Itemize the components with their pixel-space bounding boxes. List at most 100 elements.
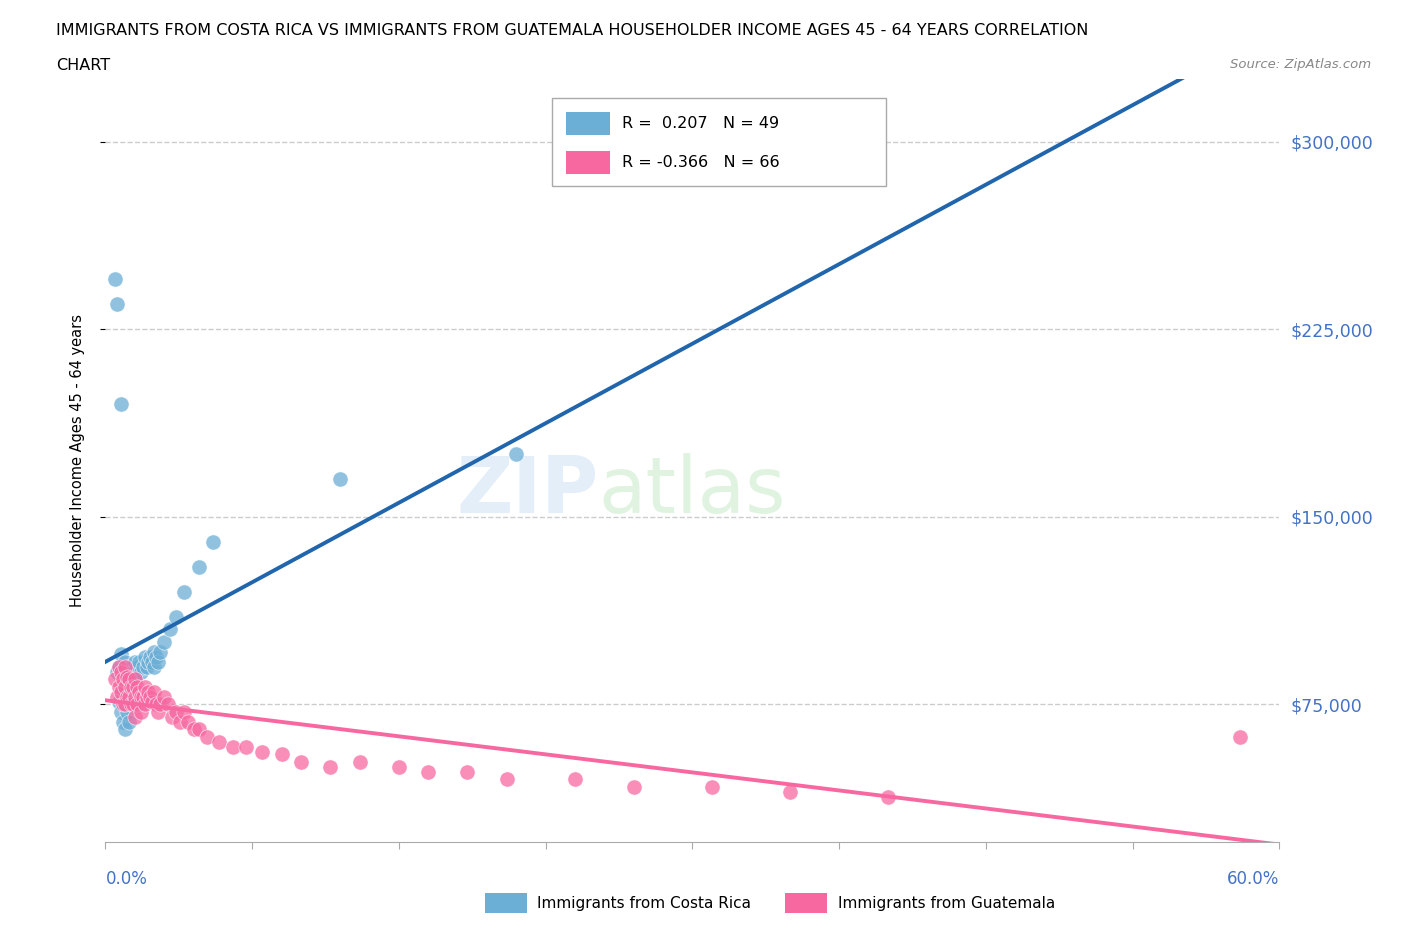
Point [138,684,160,699]
Point [221,739,243,754]
Point [114,697,136,711]
Point [105,297,128,312]
Point [700,779,723,794]
Point [623,779,645,794]
Point [143,684,166,699]
Point [250,744,273,759]
Point [134,649,156,664]
Text: ZIP: ZIP [457,453,599,529]
Point [128,684,150,699]
Text: 0.0%: 0.0% [105,870,148,887]
Point [120,697,142,711]
Point [165,609,187,624]
Point [270,747,292,762]
Point [108,679,131,694]
Point [349,754,371,769]
Point [145,697,167,711]
Point [564,772,586,787]
Text: 60.0%: 60.0% [1227,870,1279,887]
Point [108,694,131,709]
Point [118,714,141,729]
Point [114,679,136,694]
Text: Immigrants from Costa Rica: Immigrants from Costa Rica [537,896,751,910]
Point [143,644,166,659]
Point [121,679,143,694]
Point [121,697,143,711]
Point [108,659,131,674]
Point [104,671,127,686]
Point [173,704,195,719]
Point [108,659,131,674]
Point [202,534,225,549]
Point [124,710,146,724]
Point [118,689,141,704]
Point [131,659,153,674]
Point [141,654,163,669]
Point [456,764,478,779]
Point [120,679,142,694]
Point [160,710,183,724]
Point [112,679,135,694]
Point [115,659,138,674]
Point [153,634,176,649]
FancyBboxPatch shape [565,152,610,175]
Point [114,722,136,737]
Point [131,689,153,704]
Point [139,689,162,704]
Point [125,659,148,674]
Text: R = -0.366   N = 66: R = -0.366 N = 66 [621,155,780,170]
Point [143,659,166,674]
Point [149,697,172,711]
Point [145,649,167,664]
Point [112,664,135,679]
Point [114,670,136,684]
Point [388,759,411,774]
Point [118,671,141,686]
Point [110,664,132,679]
Y-axis label: Householder Income Ages 45 - 64 years: Householder Income Ages 45 - 64 years [70,313,84,607]
Point [183,722,205,737]
Point [115,704,138,719]
Point [319,759,342,774]
Point [188,559,211,574]
Point [779,784,801,799]
Point [124,671,146,686]
Point [124,654,146,669]
Point [105,664,128,679]
Text: CHART: CHART [56,58,110,73]
Point [149,644,172,659]
Point [505,446,527,461]
Text: R =  0.207   N = 49: R = 0.207 N = 49 [621,115,779,131]
Point [110,397,132,412]
Point [112,697,135,711]
Point [104,272,127,286]
Point [235,739,257,754]
Point [195,729,218,744]
Point [115,689,138,704]
Point [138,654,160,669]
Point [169,714,191,729]
Point [134,679,156,694]
Point [124,670,146,684]
Point [125,679,148,694]
Point [112,671,135,686]
Point [125,697,148,711]
Point [114,689,136,704]
Point [120,659,142,674]
Point [141,694,163,709]
Point [121,664,143,679]
FancyBboxPatch shape [551,99,886,186]
Point [120,674,142,689]
Point [129,689,152,704]
Point [135,689,157,704]
Point [114,659,136,674]
Point [165,704,187,719]
Point [208,734,231,749]
Point [877,790,900,804]
Point [495,772,517,787]
Point [118,664,141,679]
Point [134,697,156,711]
Point [329,472,352,486]
Text: Immigrants from Guatemala: Immigrants from Guatemala [838,896,1056,910]
Point [115,674,138,689]
